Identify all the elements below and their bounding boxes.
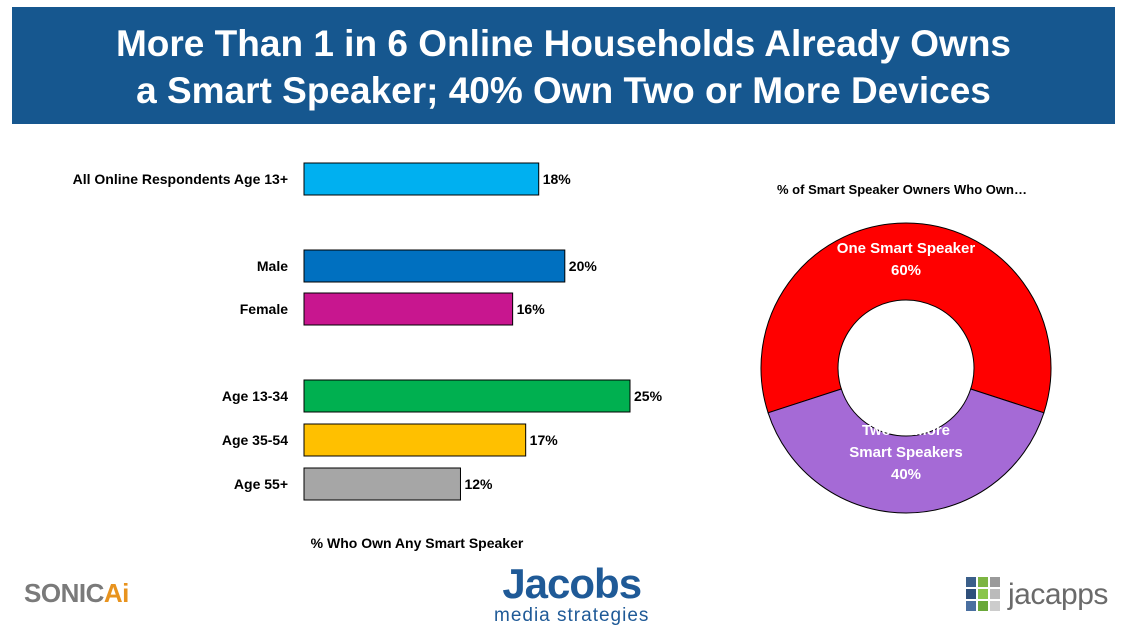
- donut-chart-title: % of Smart Speaker Owners Who Own…: [777, 182, 1027, 197]
- donut-slice-label: Two or More Smart Speakers 40%: [849, 422, 962, 483]
- jacapps-mosaic-tile: [990, 577, 1000, 587]
- bar-category-label: Female: [240, 301, 288, 317]
- donut-slice: [767, 388, 1045, 514]
- bar-value-label: 18%: [543, 171, 572, 187]
- bar: [303, 249, 566, 283]
- donut-slice: [760, 222, 1052, 414]
- jacapps-mosaic-tile: [990, 589, 1000, 599]
- jacapps-logo-text: jacapps: [1008, 578, 1108, 611]
- jacapps-mosaic-tile: [966, 601, 976, 611]
- bar-category-label: Male: [257, 258, 288, 274]
- bar: [303, 467, 461, 501]
- bar-category-label: Age 13-34: [222, 388, 288, 404]
- bar-value-label: 25%: [634, 388, 663, 404]
- bar-category-label: All Online Respondents Age 13+: [73, 171, 288, 187]
- bar-value-label: 17%: [530, 432, 559, 448]
- donut-chart: One Smart Speaker 60% Two or More Smart Spe…: [760, 222, 1052, 514]
- jacapps-mosaic-tile: [978, 589, 988, 599]
- bar: [303, 379, 631, 413]
- jacapps-mosaic-tile: [966, 589, 976, 599]
- jacapps-logo: jacapps: [966, 577, 1108, 613]
- sonic-logo-ai: Ai: [103, 578, 130, 608]
- sonic-ai-logo: SONICAi: [24, 578, 129, 609]
- bar: [303, 423, 527, 457]
- jacapps-mosaic-tile: [990, 601, 1000, 611]
- jacapps-mosaic-icon: [966, 577, 1002, 613]
- bar-category-label: Age 35-54: [222, 432, 288, 448]
- jacapps-mosaic-tile: [966, 577, 976, 587]
- bar-value-label: 20%: [569, 258, 598, 274]
- jacapps-mosaic-tile: [978, 577, 988, 587]
- sonic-logo-text: SONIC: [24, 578, 104, 608]
- bar: [303, 292, 514, 326]
- bar-category-label: Age 55+: [234, 476, 288, 492]
- jacobs-logo-main: Jacobs: [502, 560, 642, 607]
- title-line-2: a Smart Speaker; 40% Own Two or More Dev…: [136, 69, 991, 111]
- bar-value-label: 16%: [517, 301, 546, 317]
- jacobs-logo-sub: media strategies: [494, 605, 650, 626]
- donut-slice-label: One Smart Speaker 60%: [837, 240, 976, 279]
- bar-value-label: 12%: [464, 476, 493, 492]
- title-banner: More Than 1 in 6 Online Households Alrea…: [12, 7, 1115, 124]
- bar-chart-xlabel: % Who Own Any Smart Speaker: [311, 535, 524, 551]
- jacapps-mosaic-tile: [978, 601, 988, 611]
- bar: [303, 162, 540, 196]
- title-line-1: More Than 1 in 6 Online Households Alrea…: [115, 22, 1011, 64]
- bar-chart: All Online Respondents Age 13+ 18% Male 20%…: [73, 162, 663, 501]
- jacobs-media-logo: Jacobs media strategies: [494, 562, 649, 626]
